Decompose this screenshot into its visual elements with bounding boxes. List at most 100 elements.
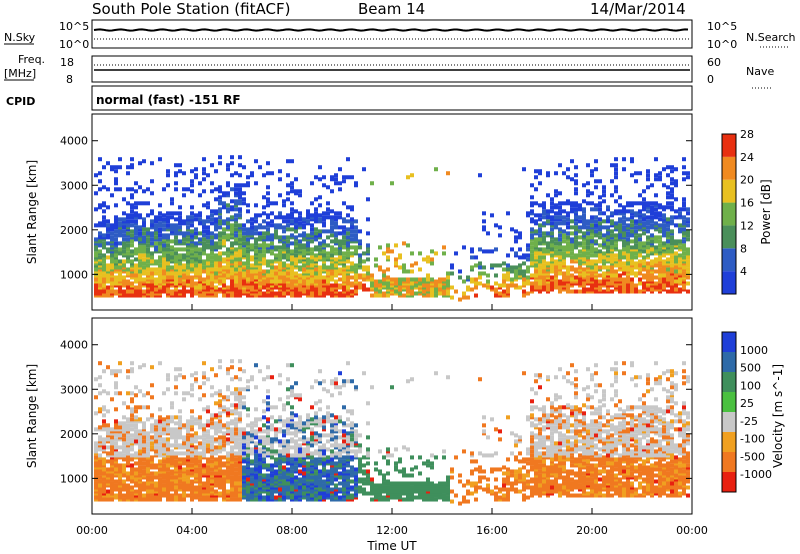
velocity-cell xyxy=(130,493,134,498)
power-cell xyxy=(222,279,226,284)
velocity-cell xyxy=(202,375,206,380)
power-cell xyxy=(202,203,206,208)
power-cell xyxy=(126,257,130,262)
power-cell xyxy=(666,247,670,252)
power-cell xyxy=(170,231,174,236)
velocity-cell xyxy=(238,443,242,448)
velocity-cell xyxy=(206,469,210,474)
power-cell xyxy=(602,211,606,216)
power-cell xyxy=(306,239,310,244)
velocity-cell xyxy=(98,425,102,430)
velocity-cell xyxy=(150,489,154,494)
velocity-cell xyxy=(126,471,130,476)
velocity-cell xyxy=(162,475,166,480)
power-cell xyxy=(154,225,158,230)
power-cell xyxy=(346,283,350,288)
power-cell xyxy=(294,219,298,224)
power-cell xyxy=(242,241,246,246)
power-cell xyxy=(190,277,194,282)
velocity-cell xyxy=(126,423,130,428)
velocity-cell xyxy=(150,475,154,480)
power-cell xyxy=(486,281,490,286)
power-cell xyxy=(458,297,462,302)
power-cell xyxy=(638,237,642,242)
power-cell xyxy=(658,257,662,262)
power-cell xyxy=(390,279,394,284)
power-cell xyxy=(378,245,382,250)
power-cell xyxy=(650,219,654,224)
power-cell xyxy=(530,257,534,262)
power-cell xyxy=(634,287,638,292)
power-cell xyxy=(382,269,386,274)
power-cell xyxy=(162,281,166,286)
velocity-cell xyxy=(210,421,214,426)
power-cell xyxy=(398,265,402,270)
power-cell xyxy=(262,235,266,240)
power-cell xyxy=(166,253,170,258)
power-cell xyxy=(194,243,198,248)
velocity-cell xyxy=(218,359,222,364)
power-cell xyxy=(142,283,146,288)
power-cell xyxy=(346,231,350,236)
power-cell xyxy=(474,293,478,298)
velocity-cell xyxy=(142,439,146,444)
power-cell xyxy=(114,263,118,268)
velocity-cell xyxy=(178,419,182,424)
power-cell xyxy=(330,263,334,268)
velocity-cell xyxy=(242,489,246,494)
power-cell xyxy=(342,229,346,234)
velocity-cell xyxy=(242,487,246,492)
power-cell xyxy=(534,267,538,272)
velocity-cell xyxy=(162,469,166,474)
power-cell xyxy=(170,265,174,270)
power-cell xyxy=(654,247,658,252)
velocity-cell xyxy=(186,421,190,426)
power-cell xyxy=(590,273,594,278)
power-cell xyxy=(606,241,610,246)
velocity-cell xyxy=(206,487,210,492)
power-cell xyxy=(354,267,358,272)
power-cell xyxy=(258,285,262,290)
velocity-cell xyxy=(110,441,114,446)
power-cell xyxy=(670,279,674,284)
power-cell xyxy=(158,265,162,270)
power-cell xyxy=(422,257,426,262)
power-cell xyxy=(550,197,554,202)
power-cell xyxy=(130,223,134,228)
power-cell xyxy=(222,281,226,286)
power-cell xyxy=(182,237,186,242)
power-cell xyxy=(366,245,370,250)
power-cell xyxy=(534,251,538,256)
power-cell xyxy=(354,219,358,224)
power-cell xyxy=(634,229,638,234)
power-cell xyxy=(250,217,254,222)
velocity-cell xyxy=(94,455,98,460)
power-cell xyxy=(386,281,390,286)
power-cell xyxy=(246,293,250,298)
power-cell xyxy=(318,255,322,260)
power-cell xyxy=(470,247,474,252)
power-cell xyxy=(566,235,570,240)
velocity-cell xyxy=(94,443,98,448)
power-cell xyxy=(670,229,674,234)
power-cell xyxy=(318,271,322,276)
power-cell xyxy=(650,239,654,244)
velocity-cell xyxy=(194,439,198,444)
power-cell xyxy=(250,233,254,238)
power-cell xyxy=(318,217,322,222)
power-cell xyxy=(530,255,534,260)
power-cell xyxy=(318,233,322,238)
power-cell xyxy=(178,253,182,258)
velocity-cell xyxy=(234,475,238,480)
power-cell xyxy=(146,247,150,252)
power-cell xyxy=(158,275,162,280)
velocity-cell xyxy=(150,471,154,476)
power-cell xyxy=(434,281,438,286)
velocity-cell xyxy=(210,463,214,468)
power-cell xyxy=(398,289,402,294)
velocity-cell xyxy=(158,453,162,458)
power-cell xyxy=(374,293,378,298)
velocity-cell xyxy=(190,445,194,450)
velocity-cell xyxy=(158,463,162,468)
